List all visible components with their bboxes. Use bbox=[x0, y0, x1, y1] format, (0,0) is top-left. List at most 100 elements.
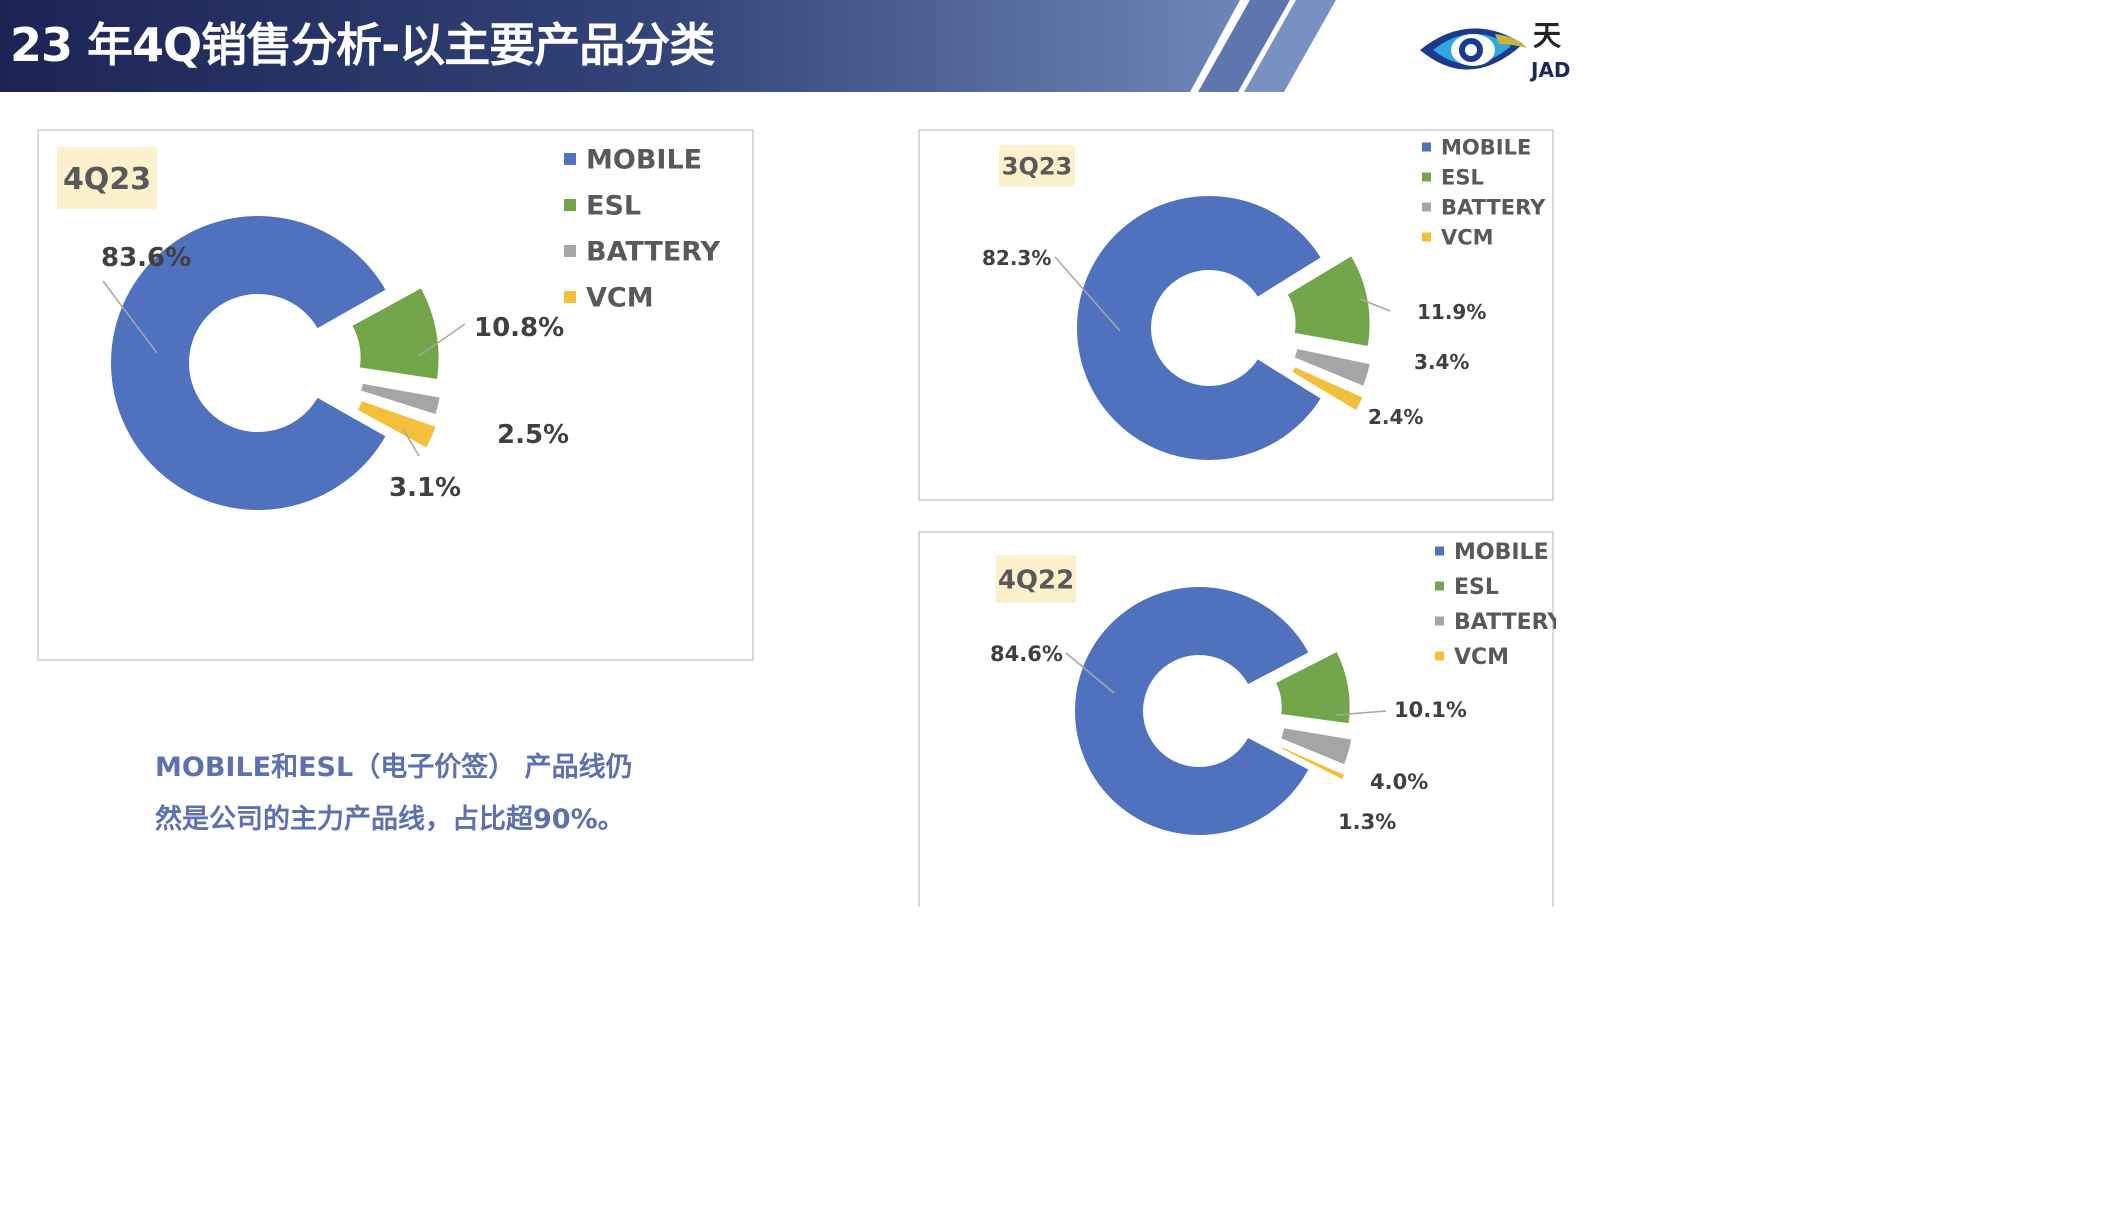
legend-label: VCM bbox=[586, 283, 654, 314]
legend-swatch bbox=[1422, 142, 1431, 152]
summary-line-2: 然是公司的主力产品线，占比超90%。 bbox=[155, 804, 625, 835]
legend-item-mobile: MOBILE bbox=[564, 145, 702, 176]
leader-line-mobile bbox=[102, 280, 158, 354]
slices bbox=[1073, 585, 1354, 837]
leader-line-mobile bbox=[1065, 652, 1115, 694]
quarter-badge-bg bbox=[996, 555, 1076, 603]
legend-label: BATTERY bbox=[586, 237, 721, 268]
slices bbox=[109, 214, 442, 512]
slice-battery bbox=[1278, 725, 1354, 767]
leader-line-vcm bbox=[402, 428, 420, 457]
slice-esl bbox=[1273, 649, 1352, 726]
legend-swatch bbox=[1435, 651, 1444, 661]
data-labels: 84.6% 10.1% 4.0% 1.3% bbox=[990, 642, 1467, 834]
legend-item-battery: BATTERY bbox=[564, 237, 721, 268]
data-labels: 82.3% 11.9% 3.4% 2.4% bbox=[982, 246, 1486, 429]
slice-mobile bbox=[109, 214, 389, 512]
legend-swatch bbox=[1435, 581, 1444, 591]
data-label-vcm: 1.3% bbox=[1338, 810, 1396, 834]
data-label-battery: 3.4% bbox=[1414, 350, 1469, 374]
legend-swatch bbox=[1435, 616, 1444, 626]
donut-chart-4q23: 4Q23 83.6% 10.8% 2.5% 3.1% MOBILE ESL BATTERY VC… bbox=[57, 145, 721, 512]
leader-line-esl bbox=[418, 323, 466, 357]
slice-vcm bbox=[1289, 364, 1366, 413]
quarter-label: 4Q23 bbox=[63, 162, 151, 197]
data-label-esl: 10.8% bbox=[474, 313, 564, 343]
quarter-badge-bg bbox=[57, 147, 157, 209]
legend-item-battery: BATTERY bbox=[1422, 196, 1546, 220]
header-gradient-band bbox=[0, 0, 1240, 92]
legend-item-esl: ESL bbox=[564, 191, 641, 222]
quarter-label: 3Q23 bbox=[1002, 153, 1073, 181]
quarter-label: 4Q22 bbox=[998, 565, 1074, 595]
legend-label: BATTERY bbox=[1441, 196, 1546, 220]
leader-line-esl bbox=[1335, 710, 1387, 716]
legend-swatch bbox=[1422, 202, 1431, 212]
data-labels: 83.6% 10.8% 2.5% 3.1% bbox=[101, 243, 569, 503]
slice-vcm bbox=[1278, 744, 1347, 782]
slice-mobile bbox=[1073, 585, 1312, 837]
slice-battery bbox=[358, 381, 442, 417]
leader-line-esl bbox=[1359, 298, 1391, 312]
data-label-esl: 11.9% bbox=[1417, 300, 1486, 324]
header-bar: 23 年4Q销售分析-以主要产品分类 天 JAD bbox=[0, 0, 1571, 92]
header-background bbox=[0, 0, 1336, 92]
header-stripe bbox=[1198, 0, 1290, 92]
legend-swatch bbox=[564, 153, 576, 165]
legend-item-vcm: VCM bbox=[1422, 226, 1494, 250]
legend: MOBILE ESL BATTERY VCM bbox=[1435, 540, 1556, 670]
slice-vcm bbox=[355, 398, 438, 451]
donut-chart-3q23: 3Q23 82.3% 11.9% 3.4% 2.4% MOBILE ESL BATTERY VC… bbox=[982, 136, 1546, 462]
data-label-battery: 4.0% bbox=[1370, 770, 1428, 794]
legend-label: MOBILE bbox=[1441, 136, 1531, 160]
legend-label: ESL bbox=[1441, 166, 1484, 190]
legend-item-mobile: MOBILE bbox=[1422, 136, 1531, 160]
data-label-battery: 2.5% bbox=[497, 420, 569, 450]
chart-panel-3q23: 3Q23 82.3% 11.9% 3.4% 2.4% MOBILE ESL BATTERY VC… bbox=[918, 129, 1554, 501]
legend: MOBILE ESL BATTERY VCM bbox=[564, 145, 721, 314]
donut-chart-4q22: 4Q22 84.6% 10.1% 4.0% 1.3% MOBILE ESL BATTERY VC… bbox=[990, 540, 1556, 837]
quarter-badge: 4Q22 bbox=[996, 555, 1076, 603]
legend-item-esl: ESL bbox=[1422, 166, 1484, 190]
legend-label: VCM bbox=[1441, 226, 1494, 250]
legend-label: MOBILE bbox=[1454, 540, 1549, 565]
slice-esl bbox=[1285, 253, 1372, 349]
data-label-esl: 10.1% bbox=[1394, 698, 1467, 722]
slice-battery bbox=[1292, 346, 1373, 389]
legend-swatch bbox=[1435, 546, 1444, 556]
legend-item-vcm: VCM bbox=[564, 283, 654, 314]
legend-label: VCM bbox=[1454, 645, 1509, 670]
legend-item-mobile: MOBILE bbox=[1435, 540, 1549, 565]
data-label-mobile: 84.6% bbox=[990, 642, 1063, 666]
legend-swatch bbox=[564, 245, 576, 257]
company-logo-icon bbox=[1420, 28, 1527, 70]
page-title: 23 年4Q销售分析-以主要产品分类 bbox=[10, 18, 715, 72]
legend-swatch bbox=[1422, 172, 1431, 182]
legend-swatch bbox=[564, 291, 576, 303]
summary-line-1: MOBILE和ESL（电子价签） 产品线仍 bbox=[155, 752, 633, 783]
quarter-badge-bg bbox=[999, 145, 1075, 187]
chart-panel-4q23: 4Q23 83.6% 10.8% 2.5% 3.1% MOBILE ESL BATTERY VC… bbox=[37, 129, 754, 661]
summary-text: MOBILE和ESL（电子价签） 产品线仍 然是公司的主力产品线，占比超90%。 bbox=[155, 742, 675, 846]
legend-item-vcm: VCM bbox=[1435, 645, 1509, 670]
slice-esl bbox=[349, 285, 441, 382]
legend-swatch bbox=[564, 199, 576, 211]
data-label-vcm: 3.1% bbox=[389, 473, 461, 503]
legend-item-battery: BATTERY bbox=[1435, 610, 1556, 635]
legend-label: MOBILE bbox=[586, 145, 702, 176]
logo-text-en: JAD bbox=[1531, 58, 1571, 82]
quarter-badge: 3Q23 bbox=[999, 145, 1075, 187]
legend-label: ESL bbox=[586, 191, 641, 222]
data-label-mobile: 83.6% bbox=[101, 243, 191, 273]
legend: MOBILE ESL BATTERY VCM bbox=[1422, 136, 1546, 250]
legend-label: ESL bbox=[1454, 575, 1499, 600]
data-label-mobile: 82.3% bbox=[982, 246, 1051, 270]
slices bbox=[1075, 194, 1373, 462]
slice-mobile bbox=[1075, 194, 1324, 462]
leader-line-mobile bbox=[1054, 256, 1121, 332]
header-stripe bbox=[1244, 0, 1336, 92]
data-label-vcm: 2.4% bbox=[1368, 405, 1423, 429]
legend-swatch bbox=[1422, 232, 1431, 242]
legend-item-esl: ESL bbox=[1435, 575, 1499, 600]
chart-panel-4q22: 4Q22 84.6% 10.1% 4.0% 1.3% MOBILE ESL BATTERY VC… bbox=[918, 531, 1556, 907]
